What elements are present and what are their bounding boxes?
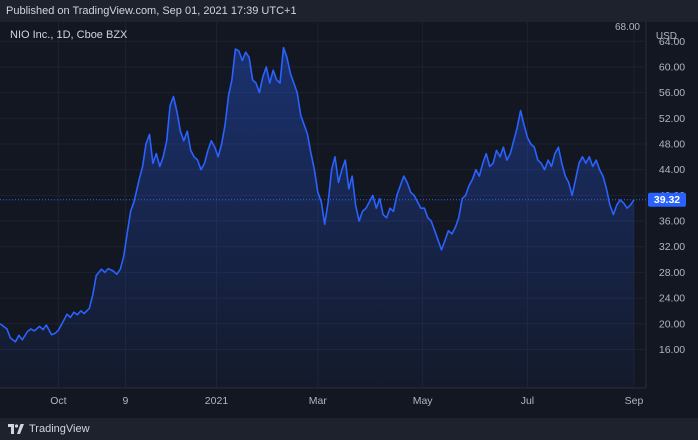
price-tick-label: 32.00 <box>659 241 685 253</box>
time-tick-label: May <box>413 395 434 407</box>
price-tick-label: 64.00 <box>659 36 685 48</box>
time-tick-label: Oct <box>50 395 66 407</box>
currency-label: USD <box>656 31 677 42</box>
publish-header: Published on TradingView.com, Sep 01, 20… <box>0 0 698 22</box>
price-chart[interactable]: 16.0020.0024.0028.0032.0036.0040.0044.00… <box>0 22 698 418</box>
price-tick-label: 36.00 <box>659 216 685 228</box>
price-axis-background <box>646 22 698 418</box>
price-tick-label: 28.00 <box>659 267 685 279</box>
time-tick-label: 2021 <box>205 395 229 407</box>
publish-info-text: Published on TradingView.com, Sep 01, 20… <box>6 5 297 17</box>
time-tick-label: 9 <box>122 395 128 407</box>
tradingview-brand[interactable]: TradingView <box>29 423 90 435</box>
price-tick-label: 48.00 <box>659 139 685 151</box>
footer-bar: TradingView <box>0 418 698 440</box>
time-axis-labels: Oct 9 2021 Mar May Jul Sep <box>50 395 643 407</box>
last-price-badge: 39.32 <box>648 192 686 207</box>
tradingview-logo-icon[interactable] <box>8 424 24 434</box>
time-tick-label: Sep <box>625 395 644 407</box>
price-tick-label: 60.00 <box>659 61 685 73</box>
time-axis-background <box>0 388 646 418</box>
partial-top-price-label: 68.00 <box>615 22 640 33</box>
price-tick-label: 52.00 <box>659 113 685 125</box>
last-price-badge-bg <box>648 192 686 207</box>
price-tick-label: 56.00 <box>659 87 685 99</box>
chart-canvas[interactable]: 16.0020.0024.0028.0032.0036.0040.0044.00… <box>0 22 698 418</box>
price-area <box>0 47 634 388</box>
chart-title: NIO Inc., 1D, Cboe BZX <box>10 29 128 41</box>
price-tick-label: 20.00 <box>659 318 685 330</box>
price-tick-label: 16.00 <box>659 344 685 356</box>
price-tick-label: 24.00 <box>659 293 685 305</box>
time-tick-label: Jul <box>521 395 534 407</box>
last-price-value: 39.32 <box>654 194 680 206</box>
price-line <box>0 46 635 343</box>
price-axis-labels: 16.0020.0024.0028.0032.0036.0040.0044.00… <box>659 36 685 356</box>
time-tick-label: Mar <box>309 395 328 407</box>
price-tick-label: 44.00 <box>659 164 685 176</box>
